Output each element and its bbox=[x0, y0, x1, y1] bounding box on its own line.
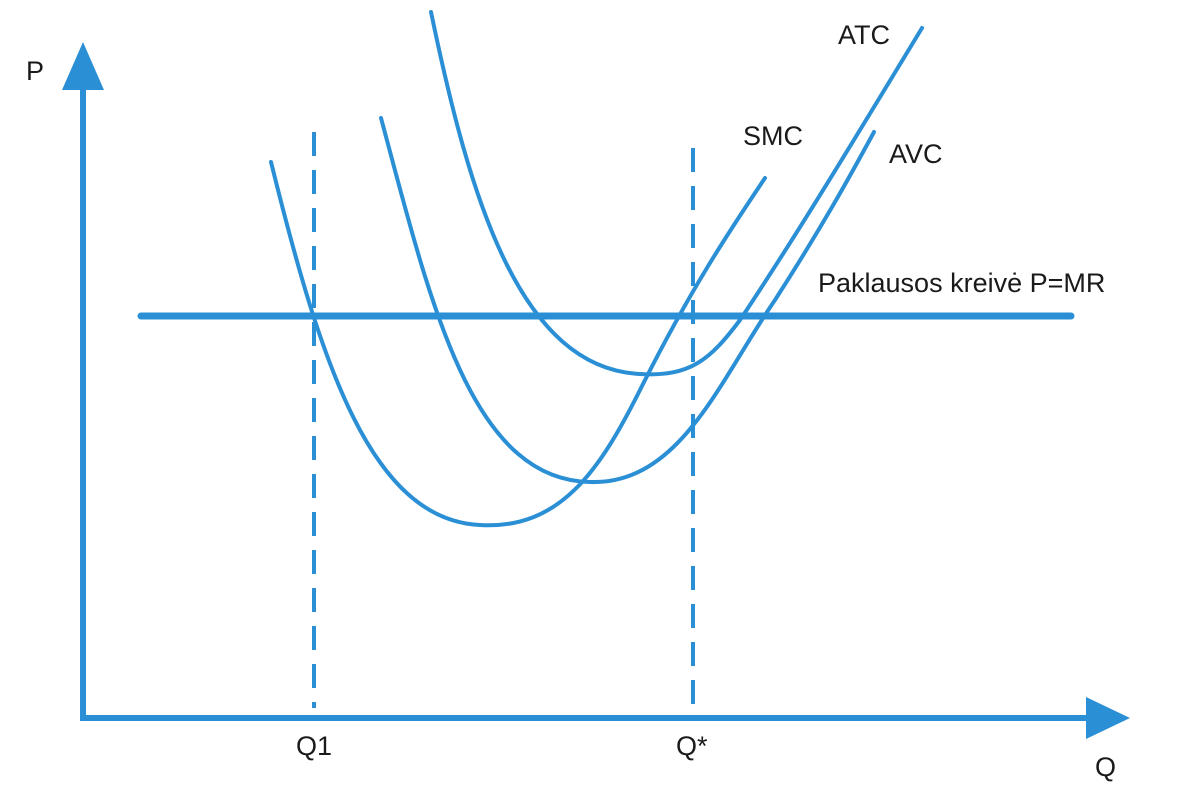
avc-label: AVC bbox=[889, 139, 943, 169]
atc-label: ATC bbox=[838, 20, 890, 50]
smc-curve bbox=[269, 160, 767, 528]
y-axis-label: P bbox=[26, 56, 44, 86]
x-axis-arrow bbox=[1086, 697, 1130, 739]
qstar-label: Q* bbox=[676, 731, 708, 761]
avc-curve bbox=[379, 116, 876, 485]
demand-label: Paklausos kreivė P=MR bbox=[818, 268, 1105, 298]
atc-curve bbox=[429, 10, 924, 377]
x-axis-label: Q bbox=[1095, 752, 1116, 782]
smc-label: SMC bbox=[743, 121, 803, 151]
q1-label: Q1 bbox=[296, 731, 332, 761]
y-axis-arrow bbox=[62, 42, 104, 90]
